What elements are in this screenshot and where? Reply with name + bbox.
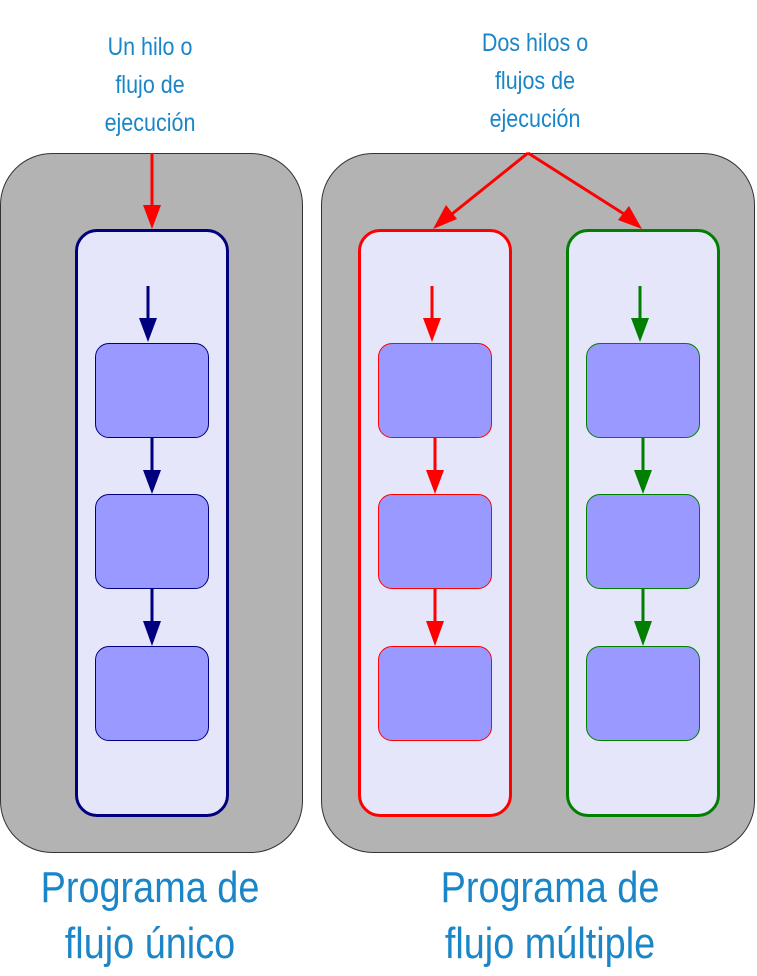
green-task-2 (586, 494, 700, 589)
red-task-1 (378, 343, 492, 438)
red-task-2 (378, 494, 492, 589)
red-arrow-3 (426, 589, 444, 646)
single-program-title: Programa de flujo único (12, 860, 287, 972)
single-task-3 (95, 646, 209, 741)
multi-entry-arrow-right (527, 151, 642, 229)
green-arrow-1 (631, 286, 649, 342)
single-program-title-line-1: Programa de (40, 863, 260, 912)
single-thread-label-line-3: ejecución (104, 109, 196, 137)
green-arrow-3 (634, 589, 652, 646)
single-thread-label-line-1: Un hilo o (107, 33, 193, 61)
multi-entry-arrow-left (433, 151, 529, 229)
red-arrow-1 (423, 286, 441, 342)
single-task-1 (95, 343, 209, 438)
single-arrow-2 (143, 438, 161, 494)
single-entry-arrow (143, 153, 161, 229)
single-thread-label: Un hilo o flujo de ejecución (73, 28, 228, 142)
single-task-2 (95, 494, 209, 589)
green-task-1 (586, 343, 700, 438)
multi-thread-label-line-1: Dos hilos o (481, 29, 589, 57)
multi-thread-label: Dos hilos o flujos de ejecución (445, 24, 626, 138)
green-task-3 (586, 646, 700, 741)
multi-program-title-line-1: Programa de (440, 863, 660, 912)
single-program-title-line-2: flujo único (64, 919, 236, 968)
single-thread-label-line-2: flujo de (115, 71, 185, 99)
single-arrow-1 (139, 286, 157, 342)
multi-thread-label-line-2: flujos de (494, 67, 576, 95)
green-arrow-2 (634, 438, 652, 494)
red-arrow-2 (426, 438, 444, 494)
multi-program-title-line-2: flujo múltiple (444, 919, 656, 968)
red-task-3 (378, 646, 492, 741)
multi-thread-label-line-3: ejecución (489, 105, 581, 133)
multi-program-title: Programa de flujo múltiple (404, 860, 696, 972)
single-arrow-3 (143, 589, 161, 646)
